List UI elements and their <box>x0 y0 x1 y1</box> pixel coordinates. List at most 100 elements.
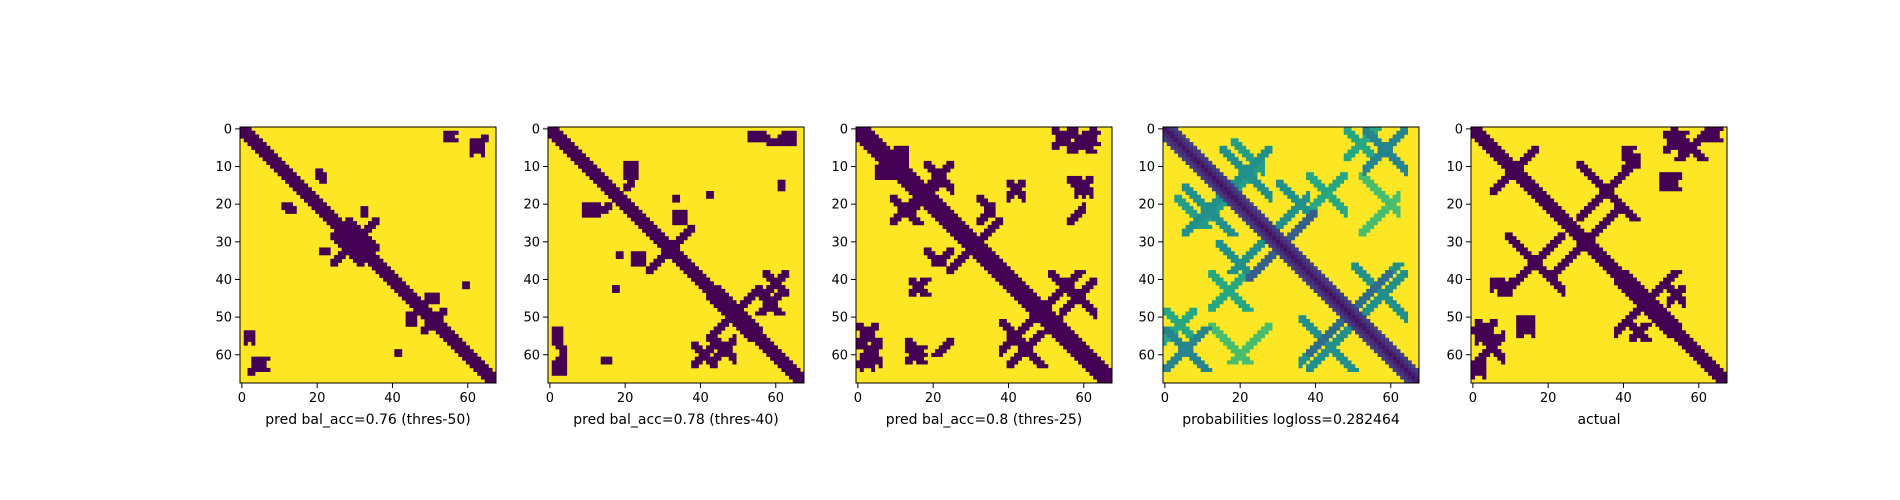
heatmap-cell <box>874 157 879 162</box>
heatmap-cell <box>1632 160 1637 165</box>
heatmap-cell <box>1066 292 1071 297</box>
heatmap-cell <box>1291 194 1296 199</box>
heatmap-cell <box>927 247 932 252</box>
heatmap-cell <box>1693 153 1698 158</box>
heatmap-cell <box>1287 239 1292 244</box>
heatmap-cell <box>1066 217 1071 222</box>
heatmap-cell <box>364 255 369 260</box>
heatmap-cell <box>1234 296 1239 301</box>
heatmap-cell <box>1602 255 1607 260</box>
heatmap-cell <box>1538 266 1543 271</box>
heatmap-cell <box>1489 341 1494 346</box>
heatmap-cell <box>447 337 452 342</box>
heatmap-cell <box>1621 326 1626 331</box>
heatmap-cell <box>1185 345 1190 350</box>
heatmap-cell <box>770 281 775 286</box>
heatmap-cell <box>694 360 699 365</box>
heatmap-cell <box>1610 187 1615 192</box>
y-tick-label: 30 <box>523 235 540 250</box>
heatmap-cell <box>405 288 410 293</box>
heatmap-cell <box>1531 153 1536 158</box>
heatmap-cell <box>1546 243 1551 248</box>
heatmap-cell <box>1523 273 1528 278</box>
heatmap-cell <box>1587 236 1592 241</box>
heatmap-cell <box>1193 356 1198 361</box>
heatmap-cell <box>773 303 778 308</box>
heatmap-cell <box>1719 375 1724 380</box>
heatmap-cell <box>1040 311 1045 316</box>
heatmap-cell <box>1535 149 1540 154</box>
heatmap-cell <box>1659 326 1664 331</box>
heatmap-cell <box>1678 296 1683 301</box>
heatmap-cell <box>585 202 590 207</box>
heatmap-cell <box>630 262 635 267</box>
heatmap-cell <box>1403 379 1408 384</box>
heatmap-cell <box>1085 307 1090 312</box>
heatmap-cell <box>1583 172 1588 177</box>
heatmap-cell <box>1257 239 1262 244</box>
heatmap-cell <box>785 134 790 139</box>
heatmap-cell <box>679 258 684 263</box>
heatmap-cell <box>1234 232 1239 237</box>
heatmap-cell <box>630 172 635 177</box>
heatmap-cell <box>1614 277 1619 282</box>
heatmap-cell <box>1166 337 1171 342</box>
heatmap-cell <box>897 164 902 169</box>
heatmap-cell <box>912 352 917 357</box>
heatmap-cell <box>1048 319 1053 324</box>
heatmap-cell <box>1396 364 1401 369</box>
heatmap-cell <box>1085 187 1090 192</box>
heatmap-cell <box>1339 330 1344 335</box>
heatmap-cell <box>1275 236 1280 241</box>
heatmap-cell <box>1257 330 1262 335</box>
heatmap-cell <box>968 251 973 256</box>
heatmap-cell <box>1355 145 1360 150</box>
heatmap-cell <box>462 281 467 286</box>
heatmap-cell <box>796 367 801 372</box>
heatmap-cell <box>574 145 579 150</box>
heatmap-cell <box>364 258 369 263</box>
heatmap-cell <box>1178 202 1183 207</box>
heatmap-cell <box>1693 145 1698 150</box>
heatmap-cell <box>1377 337 1382 342</box>
heatmap-cell <box>1385 292 1390 297</box>
heatmap-cell <box>1693 356 1698 361</box>
heatmap-cell <box>1174 145 1179 150</box>
heatmap-cell <box>856 360 861 365</box>
heatmap-cell <box>1089 364 1094 369</box>
heatmap-cell <box>897 149 902 154</box>
heatmap-cell <box>1002 270 1007 275</box>
heatmap-cell <box>1482 349 1487 354</box>
heatmap-cell <box>1055 334 1060 339</box>
heatmap-cell <box>1070 277 1075 282</box>
heatmap-cell <box>1178 322 1183 327</box>
heatmap-cell <box>1700 349 1705 354</box>
heatmap-cell <box>352 236 357 241</box>
heatmap-cell <box>1264 258 1269 263</box>
heatmap-cell <box>1234 277 1239 282</box>
heatmap-cell <box>1163 326 1168 331</box>
heatmap-cell <box>908 175 913 180</box>
heatmap-cell <box>1032 356 1037 361</box>
heatmap-cell <box>398 349 403 354</box>
heatmap-cell <box>1181 206 1186 211</box>
heatmap-cell <box>1163 311 1168 316</box>
heatmap-cell <box>1317 273 1322 278</box>
heatmap-cell <box>1489 191 1494 196</box>
heatmap-cell <box>863 326 868 331</box>
heatmap-cell <box>1287 194 1292 199</box>
heatmap-cell <box>1508 168 1513 173</box>
heatmap-cell <box>266 160 271 165</box>
heatmap-cell <box>1189 209 1194 214</box>
heatmap-cell <box>773 360 778 365</box>
heatmap-cell <box>980 255 985 260</box>
heatmap-cell <box>1708 364 1713 369</box>
heatmap-cell <box>1415 367 1420 372</box>
heatmap-cell <box>1351 315 1356 320</box>
heatmap-cell <box>871 138 876 143</box>
heatmap-cell <box>1287 247 1292 252</box>
heatmap-cell <box>443 138 448 143</box>
heatmap-cell <box>1257 153 1262 158</box>
heatmap-cell <box>1309 345 1314 350</box>
heatmap-cell <box>1208 326 1213 331</box>
